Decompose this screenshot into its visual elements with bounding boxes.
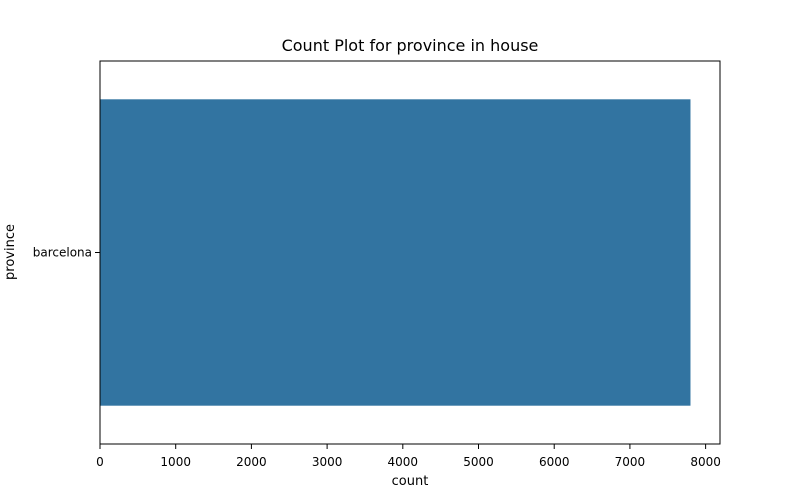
bars-layer (100, 99, 691, 406)
x-tick-label: 6000 (539, 455, 570, 469)
x-tick-label: 0 (96, 455, 104, 469)
y-axis-ticks: barcelona (33, 246, 100, 260)
x-axis-label: count (392, 474, 429, 489)
x-tick-label: 8000 (690, 455, 721, 469)
y-tick-label: barcelona (33, 246, 92, 260)
x-tick-label: 4000 (388, 455, 419, 469)
bar-barcelona (100, 99, 691, 406)
x-tick-label: 5000 (463, 455, 494, 469)
x-tick-label: 3000 (312, 455, 343, 469)
y-axis-label: province (3, 224, 18, 280)
x-axis-ticks: 0 1000 2000 3000 4000 5000 6000 7000 8000 (96, 444, 721, 469)
x-tick-label: 1000 (160, 455, 191, 469)
chart-title: Count Plot for province in house (282, 36, 539, 55)
x-tick-label: 7000 (615, 455, 646, 469)
x-tick-label: 2000 (236, 455, 267, 469)
